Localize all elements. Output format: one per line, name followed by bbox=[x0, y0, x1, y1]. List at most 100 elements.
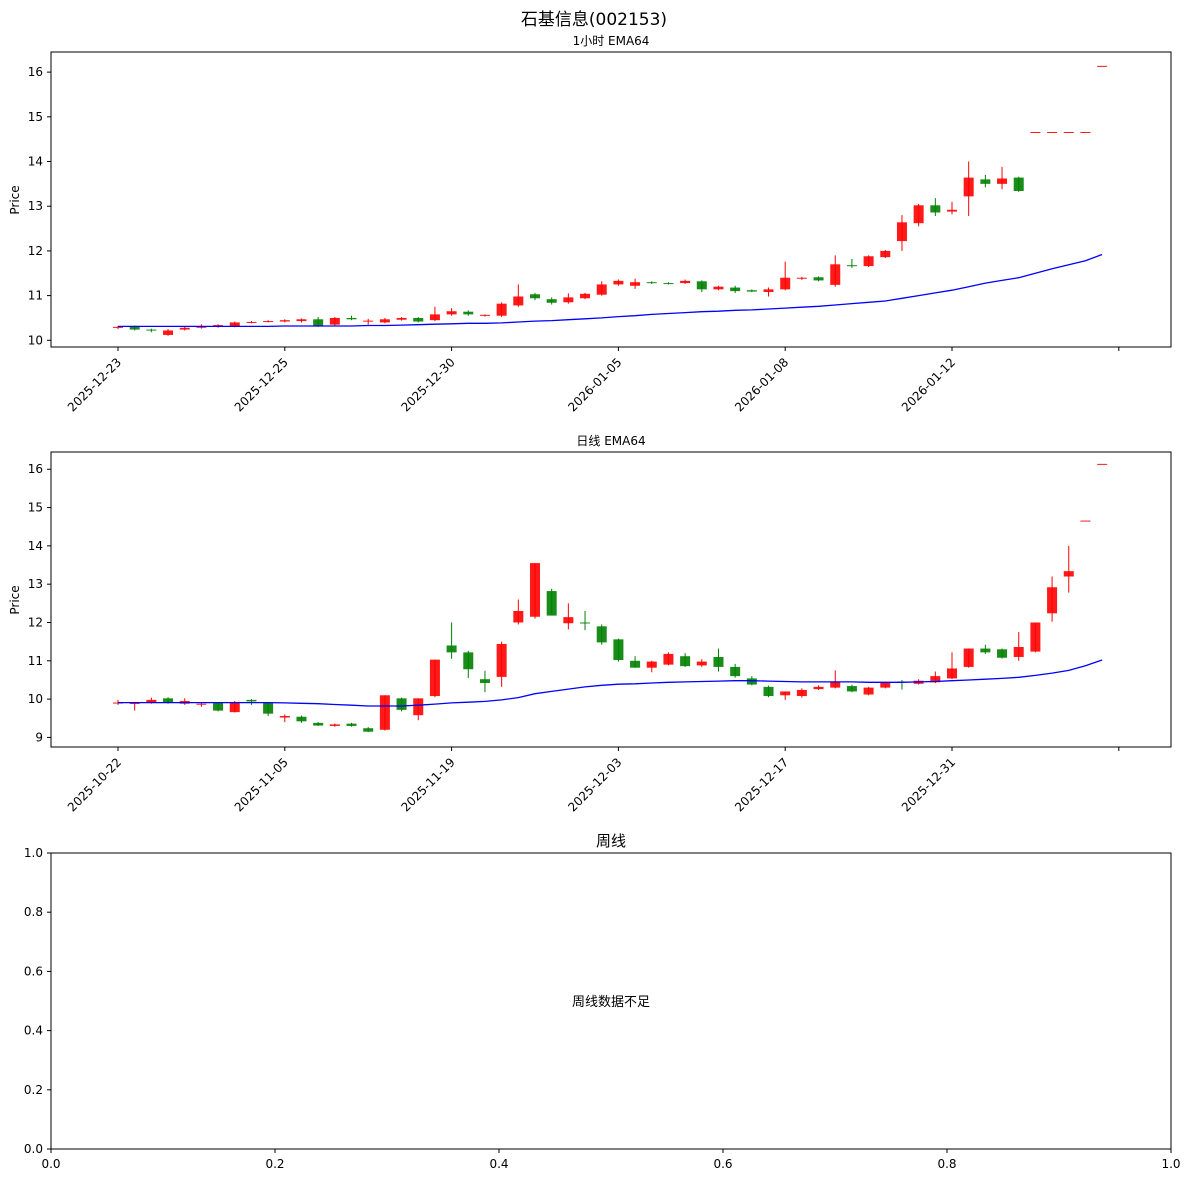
weekly-insufficient-message: 周线数据不足 bbox=[572, 995, 650, 1010]
daily-candle-body bbox=[746, 678, 757, 685]
daily-candle-body bbox=[396, 698, 407, 710]
daily-candle-body bbox=[980, 648, 991, 653]
hourly-candle-body bbox=[279, 320, 290, 322]
hourly-panel: 1小时 EMA64 10 11 12 13 14 15 16 2025-12-23 2025-… bbox=[8, 34, 1172, 414]
hourly-candle-body bbox=[680, 280, 691, 284]
hourly-axes-frame bbox=[50, 51, 1172, 348]
hourly-ytick-label: 11 bbox=[28, 289, 43, 303]
daily-ema-line bbox=[118, 659, 1103, 707]
daily-candle-body bbox=[529, 563, 541, 617]
hourly-candle-body bbox=[413, 317, 424, 322]
daily-candle-body bbox=[830, 682, 841, 688]
hourly-candle-body bbox=[246, 321, 257, 323]
hourly-xtick-label: 2025-12-23 bbox=[65, 355, 124, 414]
hourly-candle-body bbox=[1030, 132, 1041, 134]
hourly-xtick-label: 2026-01-08 bbox=[732, 355, 791, 414]
hourly-candle-body bbox=[163, 330, 174, 335]
weekly-xtick-label: 0.8 bbox=[937, 1157, 956, 1171]
daily-xtick-label: 2025-12-17 bbox=[732, 755, 791, 814]
hourly-candle-body bbox=[1013, 177, 1024, 192]
daily-ytick-label: 11 bbox=[28, 654, 43, 668]
daily-candle-body bbox=[813, 686, 824, 690]
hourly-candle-body bbox=[129, 326, 140, 330]
daily-candle-body bbox=[696, 661, 707, 666]
daily-candle-body bbox=[263, 702, 274, 714]
weekly-axes-frame bbox=[50, 852, 1172, 1150]
daily-ytick-label: 9 bbox=[35, 730, 43, 744]
hourly-candle-body bbox=[946, 209, 958, 212]
hourly-candle-body bbox=[229, 322, 240, 327]
hourly-ytick-label: 14 bbox=[28, 155, 43, 169]
hourly-candle-body bbox=[1080, 132, 1091, 134]
daily-candle-body bbox=[763, 686, 774, 697]
daily-ytick-label: 14 bbox=[28, 539, 43, 553]
daily-xtick-label: 2025-12-03 bbox=[565, 755, 624, 814]
daily-xtick-label: 2025-11-05 bbox=[232, 755, 291, 814]
daily-candle-body bbox=[613, 639, 624, 661]
daily-candle-body bbox=[196, 703, 207, 705]
hourly-ema-line bbox=[118, 253, 1103, 328]
daily-candle-body bbox=[479, 679, 490, 684]
hourly-candle-body bbox=[580, 293, 591, 299]
hourly-title: 1小时 EMA64 bbox=[573, 34, 650, 48]
daily-candle-body bbox=[513, 610, 524, 623]
hourly-candle-body bbox=[663, 283, 674, 285]
daily-candle-body bbox=[863, 687, 874, 695]
daily-candle-body bbox=[963, 648, 974, 667]
daily-xtick-label: 2025-10-22 bbox=[65, 755, 124, 814]
hourly-candle-body bbox=[830, 264, 841, 285]
hourly-candle-body bbox=[763, 289, 774, 293]
hourly-xtick-label: 2026-01-05 bbox=[565, 355, 624, 414]
daily-candle-body bbox=[429, 659, 440, 697]
daily-candle-body bbox=[229, 702, 240, 713]
hourly-candle-body bbox=[313, 319, 324, 326]
hourly-candle-body bbox=[746, 290, 757, 292]
daily-candle-body bbox=[463, 652, 474, 670]
weekly-xtick-label: 0.6 bbox=[713, 1157, 732, 1171]
daily-candle-body bbox=[296, 716, 307, 722]
daily-candle-body bbox=[413, 698, 424, 716]
hourly-candle-body bbox=[363, 320, 374, 322]
daily-candle-body bbox=[279, 715, 290, 718]
hourly-candle-body bbox=[863, 256, 874, 267]
hourly-candle-body bbox=[112, 326, 124, 328]
hourly-candle-body bbox=[563, 297, 574, 303]
hourly-candle-body bbox=[713, 286, 724, 290]
hourly-candle-body bbox=[429, 314, 440, 321]
daily-ytick-label: 12 bbox=[28, 615, 43, 629]
daily-candle-body bbox=[379, 695, 390, 730]
daily-ytick-label: 15 bbox=[28, 501, 43, 515]
daily-candle-body bbox=[129, 702, 140, 704]
hourly-xtick-label: 2025-12-25 bbox=[232, 355, 291, 414]
hourly-candle-body bbox=[730, 287, 741, 292]
daily-panel: 日线 EMA64 9 10 11 12 13 14 15 16 2025-10-22 2025-… bbox=[8, 434, 1172, 814]
hourly-candle-body bbox=[446, 311, 457, 315]
hourly-candle-body bbox=[1063, 132, 1074, 134]
daily-candle-body bbox=[630, 660, 641, 668]
weekly-xtick-label: 0.2 bbox=[265, 1157, 284, 1171]
figure-title: 石基信息(002153) bbox=[521, 10, 667, 30]
daily-candle-body bbox=[780, 691, 791, 696]
hourly-candle-body bbox=[263, 321, 274, 323]
daily-xtick-label: 2025-11-19 bbox=[399, 755, 458, 814]
hourly-ytick-label: 12 bbox=[28, 244, 43, 258]
hourly-ytick-label: 10 bbox=[28, 333, 43, 347]
hourly-candle-body bbox=[463, 311, 474, 315]
daily-candle-body bbox=[313, 722, 324, 726]
daily-candle-body bbox=[329, 724, 340, 726]
weekly-xtick-label: 0.4 bbox=[489, 1157, 508, 1171]
daily-candle-body bbox=[646, 661, 657, 668]
daily-axes-frame bbox=[50, 451, 1172, 748]
daily-candle-body bbox=[1030, 622, 1041, 652]
daily-candle-body bbox=[363, 728, 374, 732]
daily-candle-body bbox=[546, 591, 557, 616]
weekly-xtick-label: 1.0 bbox=[1161, 1157, 1180, 1171]
hourly-candle-body bbox=[613, 280, 624, 285]
daily-candle-body bbox=[496, 643, 507, 677]
hourly-candle-body bbox=[546, 299, 557, 303]
daily-candle-body bbox=[946, 668, 958, 679]
hourly-candle-body bbox=[780, 277, 791, 290]
hourly-candle-body bbox=[1047, 132, 1058, 134]
hourly-candle-body bbox=[646, 282, 657, 284]
daily-candle-body bbox=[930, 676, 941, 683]
